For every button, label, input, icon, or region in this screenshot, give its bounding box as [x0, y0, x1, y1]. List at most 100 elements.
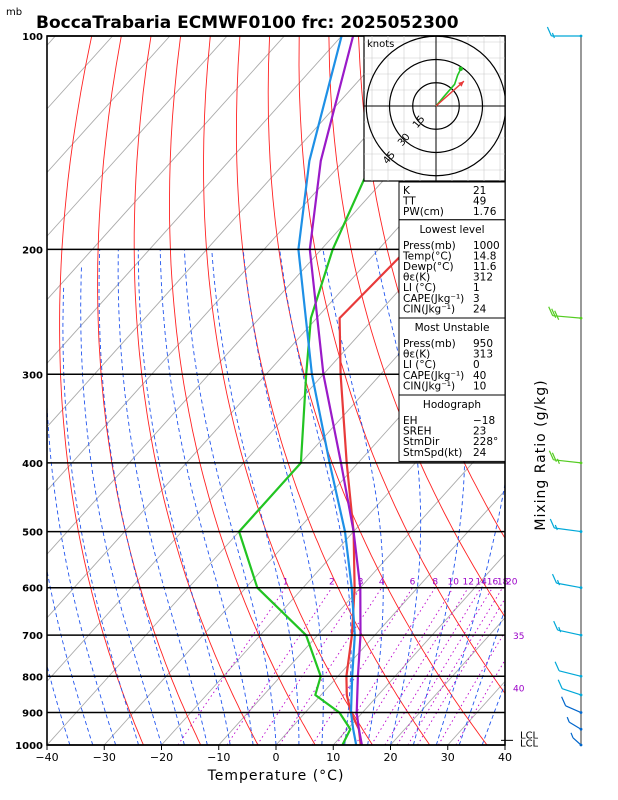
wind-barb-flag — [566, 716, 570, 723]
x-tick-label: −20 — [150, 751, 173, 764]
pressure-tick-label: 1000 — [15, 741, 43, 752]
x-tick-label: 40 — [498, 751, 512, 764]
index-value: 24 — [473, 447, 487, 459]
mixing-ratio-label: 16 — [487, 578, 499, 588]
index-value: 10 — [473, 380, 486, 392]
index-value: 24 — [473, 303, 487, 315]
isotherm — [47, 235, 505, 745]
moist-adiabat — [47, 664, 71, 745]
wind-barb — [553, 620, 583, 637]
wind-barb-staff — [558, 670, 582, 677]
wind-barbs — [546, 26, 583, 747]
mixing-ratio-label: 8 — [432, 578, 438, 588]
isotherm — [47, 36, 228, 237]
mixing-ratio-label: 2 — [329, 578, 335, 588]
dry-adiabat — [596, 36, 618, 745]
moist-adiabat — [62, 285, 140, 745]
lowest-level-box — [398, 219, 506, 319]
mixing-ratio-label: 4 — [379, 578, 385, 588]
wind-barb — [546, 26, 583, 39]
mixing-ratio-label: 3 — [358, 578, 364, 588]
index-label: Dewp(°C) — [403, 261, 454, 273]
dry-adiabat — [328, 36, 505, 618]
index-value: 228° — [473, 436, 498, 448]
index-label: Press(mb) — [403, 338, 456, 350]
index-value: 1000 — [473, 240, 500, 252]
x-tick-label: 30 — [441, 751, 455, 764]
index-value: 23 — [473, 426, 486, 438]
moist-adiabat — [80, 264, 162, 745]
wind-barb-dot — [579, 693, 583, 697]
index-value: 950 — [473, 338, 493, 350]
moist-adiabat — [47, 568, 94, 745]
wind-barb — [570, 732, 583, 747]
mixing-ratio-line — [417, 597, 505, 745]
wind-barb-flag — [551, 452, 557, 463]
wind-barb-dot — [579, 727, 583, 731]
pressure-tick-label: 500 — [22, 528, 43, 539]
index-label: Press(mb) — [403, 240, 456, 252]
moist-adiabat — [47, 397, 117, 745]
index-value: 3 — [473, 293, 480, 305]
wind-barb — [548, 306, 583, 320]
isotherm — [332, 553, 505, 745]
index-label: SREH — [403, 426, 432, 438]
hodograph-indices-title: Hodograph — [423, 399, 481, 411]
wind-barb-staff — [562, 688, 582, 696]
index-value: 313 — [473, 349, 493, 361]
isotherm — [218, 426, 505, 745]
dewpoint-profile — [238, 36, 440, 745]
wind-barb-flag — [546, 26, 552, 37]
moist-adiabat — [211, 249, 300, 745]
wind-barb-dot — [579, 34, 583, 38]
wind-barb — [554, 661, 583, 678]
index-label: K — [403, 185, 411, 197]
wind-barb — [557, 679, 583, 697]
wind-barb-dot — [579, 674, 583, 678]
mixing-ratio-label: 20 — [506, 578, 518, 588]
wind-barb-flag — [561, 696, 567, 707]
pressure-tick-label: 600 — [22, 584, 43, 595]
mixing-ratio-line — [438, 630, 505, 745]
index-label: θε(K) — [403, 272, 430, 284]
mixing-ratio-line — [396, 587, 493, 745]
index-value: 49 — [473, 196, 486, 208]
index-value: 11.6 — [473, 261, 497, 273]
pressure-tick-label: 300 — [22, 370, 43, 381]
index-value: −18 — [473, 415, 495, 427]
chart-title: BoccaTrabaria ECMWF0100 frc: 2025052300 — [36, 13, 459, 33]
hodograph-ring — [412, 82, 460, 130]
hodograph-ring — [388, 58, 484, 154]
dry-adiabat — [566, 36, 618, 745]
background-lines — [47, 36, 618, 745]
index-label: LI (°C) — [403, 282, 436, 294]
pressure-tick-label: 700 — [22, 631, 43, 642]
isotherm — [47, 36, 400, 428]
index-label: TT — [402, 196, 416, 208]
wind-barb-dot — [579, 743, 583, 747]
mixing-ratio-line — [311, 587, 413, 745]
wind-barb-staff — [572, 737, 582, 746]
x-tick-label: −30 — [93, 751, 116, 764]
index-label: CAPE(Jkg⁻¹) — [403, 293, 464, 305]
pressure-tick-label: 800 — [22, 672, 43, 683]
x-tick-label: −40 — [35, 751, 58, 764]
wind-barb-flag — [551, 573, 558, 584]
dry-adiabat — [203, 36, 373, 745]
mixing-ratio-line — [279, 587, 383, 745]
wind-barb-flag — [558, 626, 562, 633]
moist-adiabat — [504, 743, 505, 745]
x-tick-label: −10 — [207, 751, 230, 764]
lowest-level-title: Lowest level — [419, 224, 484, 236]
dry-adiabat — [133, 36, 259, 745]
mixing-ratio-label: 1 — [283, 578, 289, 588]
wind-barb-flag — [548, 306, 554, 316]
index-label: LI (°C) — [403, 359, 436, 371]
x-axis-label: Temperature (°C) — [207, 768, 345, 784]
moist-adiabat-label: 40 — [513, 685, 525, 695]
storm-motion-arrow — [435, 80, 465, 107]
x-tick-label: 20 — [384, 751, 398, 764]
hodograph-trace — [435, 68, 462, 107]
